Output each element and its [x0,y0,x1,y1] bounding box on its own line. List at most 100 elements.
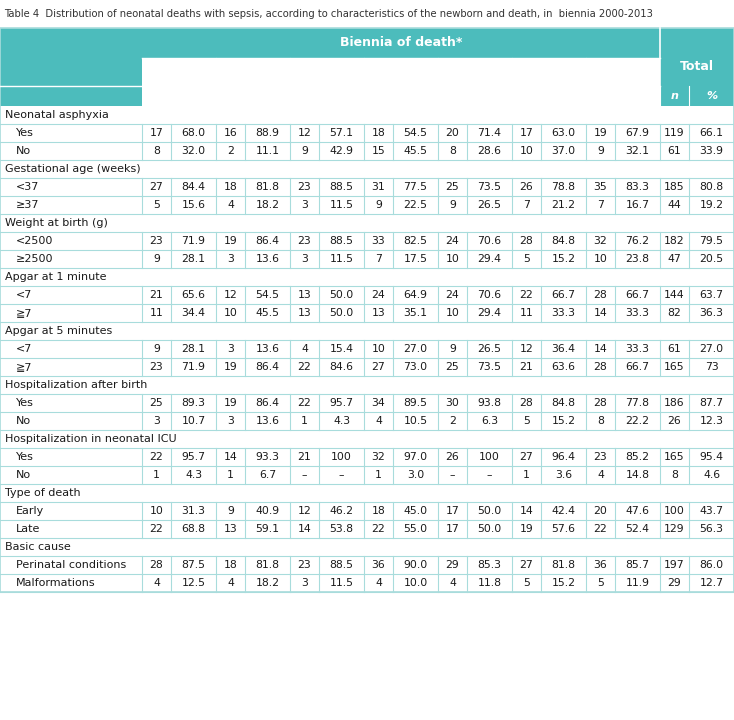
Text: 77.8: 77.8 [625,398,650,408]
Text: 27: 27 [371,362,385,372]
Text: 4: 4 [227,578,234,588]
Text: 27: 27 [150,182,164,192]
Text: Hospitalization after birth: Hospitalization after birth [5,380,148,390]
Text: 19: 19 [594,128,607,138]
Text: 35: 35 [594,182,607,192]
Text: 10: 10 [446,254,459,264]
Text: 18.2: 18.2 [255,578,280,588]
Bar [0,58,142,86]
Bar [0,86,142,106]
Text: 93.3: 93.3 [255,452,280,462]
Text: 5: 5 [523,578,530,588]
Text: 61: 61 [668,146,681,156]
Text: 12.7: 12.7 [700,578,724,588]
Text: 5: 5 [523,254,530,264]
Text: 90.0: 90.0 [404,560,428,570]
Text: 10: 10 [150,506,164,516]
Bar [0,232,734,250]
Bar [0,358,734,376]
Text: 21.2: 21.2 [551,200,575,210]
Text: 16.7: 16.7 [625,200,650,210]
Text: 9: 9 [597,146,604,156]
Text: 71.9: 71.9 [181,236,206,246]
Text: 10.5: 10.5 [404,416,428,426]
Text: 14.8: 14.8 [625,470,650,480]
Text: 2002
2003: 2002 2003 [237,58,269,86]
Text: 87.5: 87.5 [181,560,206,570]
Text: 45.0: 45.0 [404,506,428,516]
Text: 33.3: 33.3 [625,344,650,354]
Text: 22.2: 22.2 [625,416,650,426]
Text: 47: 47 [668,254,681,264]
Text: Total: Total [680,60,714,73]
Text: 10: 10 [594,254,608,264]
Text: 18: 18 [371,506,385,516]
Text: <37: <37 [16,182,40,192]
Text: 22: 22 [297,362,311,372]
Text: No: No [16,146,31,156]
Text: 18: 18 [371,128,385,138]
Text: ≧7: ≧7 [16,308,32,318]
Text: <7: <7 [16,344,32,354]
Text: 57.1: 57.1 [330,128,354,138]
Text: 46.2: 46.2 [330,506,354,516]
Text: 59.1: 59.1 [255,524,280,534]
Text: 1: 1 [301,416,308,426]
Text: 50.0: 50.0 [477,524,501,534]
Text: 3.0: 3.0 [407,470,424,480]
Text: 2006
2007: 2006 2007 [385,58,418,86]
Text: 3: 3 [301,200,308,210]
Text: 10.7: 10.7 [181,416,206,426]
Text: 64.9: 64.9 [404,290,427,300]
Text: 9: 9 [153,254,160,264]
Text: 8: 8 [671,470,678,480]
Text: 35.1: 35.1 [404,308,427,318]
Text: Basic cause: Basic cause [5,542,70,552]
Text: 11: 11 [520,308,534,318]
Text: 86.4: 86.4 [255,398,280,408]
Text: 27: 27 [520,560,534,570]
Text: 78.8: 78.8 [551,182,575,192]
Text: 29.4: 29.4 [478,254,501,264]
Text: 23: 23 [297,560,311,570]
Text: –: – [302,470,308,480]
Text: 12.5: 12.5 [181,578,206,588]
Text: Apgar at 1 minute: Apgar at 1 minute [5,272,106,282]
Text: %: % [410,91,421,101]
Text: 88.5: 88.5 [330,182,354,192]
Text: n: n [153,91,161,101]
Bar [660,28,734,106]
Text: 85.3: 85.3 [478,560,501,570]
Text: 26: 26 [668,416,681,426]
Text: 9: 9 [449,344,456,354]
Text: n: n [448,91,457,101]
Bar [0,502,734,520]
Text: 29: 29 [668,578,681,588]
Bar [0,520,734,538]
Text: 19: 19 [224,362,237,372]
Text: 81.8: 81.8 [255,560,280,570]
Text: %: % [336,91,347,101]
Text: %: % [706,91,717,101]
Text: 68.0: 68.0 [181,128,206,138]
Text: 10: 10 [371,344,385,354]
Text: 9: 9 [301,146,308,156]
Text: 13: 13 [297,290,311,300]
Text: 32.0: 32.0 [181,146,206,156]
Text: 31.3: 31.3 [181,506,206,516]
Text: ≥37: ≥37 [16,200,40,210]
Text: 20: 20 [446,128,459,138]
Text: 23.8: 23.8 [625,254,650,264]
Text: 81.8: 81.8 [551,560,575,570]
Text: 11.9: 11.9 [625,578,650,588]
Text: 97.0: 97.0 [404,452,428,462]
Bar [0,340,734,358]
Text: %: % [558,91,569,101]
Text: 26: 26 [446,452,459,462]
Text: 25: 25 [446,182,459,192]
Text: 54.5: 54.5 [255,290,280,300]
Text: Malformations: Malformations [16,578,95,588]
Text: 88.5: 88.5 [330,560,354,570]
Text: 28.6: 28.6 [478,146,501,156]
Text: 17: 17 [150,128,164,138]
